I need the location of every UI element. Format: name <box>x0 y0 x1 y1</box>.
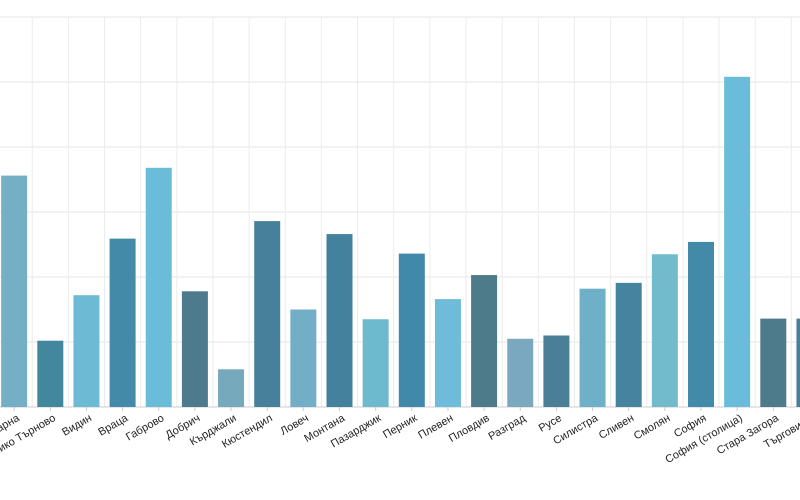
bar <box>760 318 787 407</box>
bar <box>543 335 570 407</box>
bar <box>181 291 208 407</box>
x-tick-label: Сливен <box>597 412 636 442</box>
bar <box>651 254 678 407</box>
bar <box>290 309 317 407</box>
bar <box>37 340 64 407</box>
x-tick-label: Пловдив <box>447 412 492 445</box>
bar <box>145 167 172 407</box>
bar <box>326 234 353 407</box>
x-tick-label: Видин <box>60 412 94 438</box>
x-tick-label: Перник <box>381 412 419 441</box>
bars <box>1 76 800 408</box>
bar <box>434 299 461 407</box>
x-tick-labels: БургасВарнаВелико ТърновоВидинВрацаГабро… <box>0 407 800 466</box>
bar <box>254 221 281 407</box>
x-tick-label: Разград <box>487 412 529 443</box>
bar <box>615 282 642 407</box>
x-tick-label: Смолян <box>632 412 673 442</box>
bar <box>579 288 606 407</box>
grid-lines <box>0 16 800 408</box>
bar <box>398 253 425 407</box>
bar <box>796 318 800 407</box>
bar <box>362 319 389 407</box>
bar <box>471 275 498 407</box>
bar <box>688 241 714 407</box>
bar <box>1 175 28 407</box>
bar <box>218 369 245 407</box>
bar <box>109 238 136 407</box>
bar <box>507 338 534 407</box>
bar <box>724 76 751 408</box>
bar <box>73 295 100 407</box>
x-tick-label: Габрово <box>124 412 166 443</box>
